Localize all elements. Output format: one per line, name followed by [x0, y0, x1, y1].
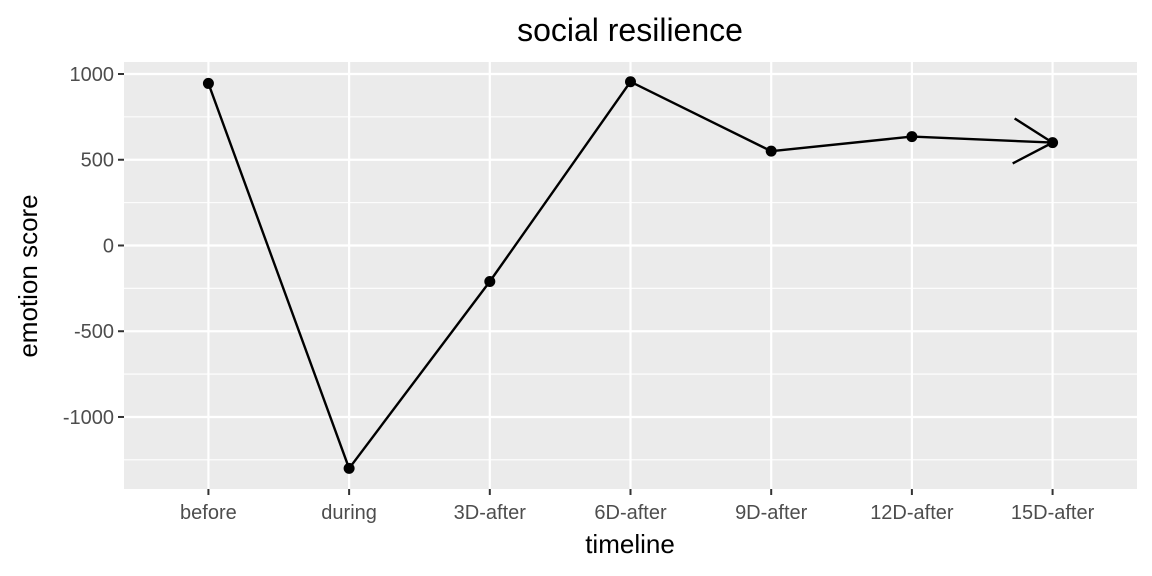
- y-tick-label: 0: [103, 235, 114, 257]
- x-axis: before during 3D-after 6D-after 9D-after 12D-…: [180, 489, 1095, 524]
- x-tick-label: 6D-after: [594, 502, 667, 524]
- x-tick-label: before: [180, 502, 237, 524]
- y-axis-title: emotion score: [13, 194, 43, 357]
- data-point: [484, 276, 496, 288]
- grid-major: [124, 62, 1137, 489]
- y-tick-label: 1000: [70, 64, 115, 86]
- x-tick-label: 12D-after: [870, 502, 954, 524]
- x-tick-label: 3D-after: [454, 502, 527, 524]
- data-point: [202, 77, 214, 89]
- data-point: [625, 76, 636, 88]
- x-tick-label: 15D-after: [1011, 502, 1095, 524]
- y-tick-label: -500: [74, 321, 114, 343]
- series-end-arrow: [1012, 117, 1055, 165]
- data-point: [906, 131, 918, 143]
- data-point: [765, 145, 777, 157]
- chart-title: social resilience: [517, 12, 743, 48]
- x-axis-title: timeline: [585, 529, 675, 559]
- x-tick-label: during: [321, 502, 377, 524]
- data-point: [343, 462, 355, 474]
- series-line-group: [202, 76, 1059, 474]
- y-tick-label: 500: [81, 150, 114, 172]
- y-axis: 1000 500 0 -500 -1000: [63, 64, 124, 429]
- x-tick-label: 9D-after: [735, 502, 808, 524]
- y-tick-label: -1000: [63, 407, 114, 429]
